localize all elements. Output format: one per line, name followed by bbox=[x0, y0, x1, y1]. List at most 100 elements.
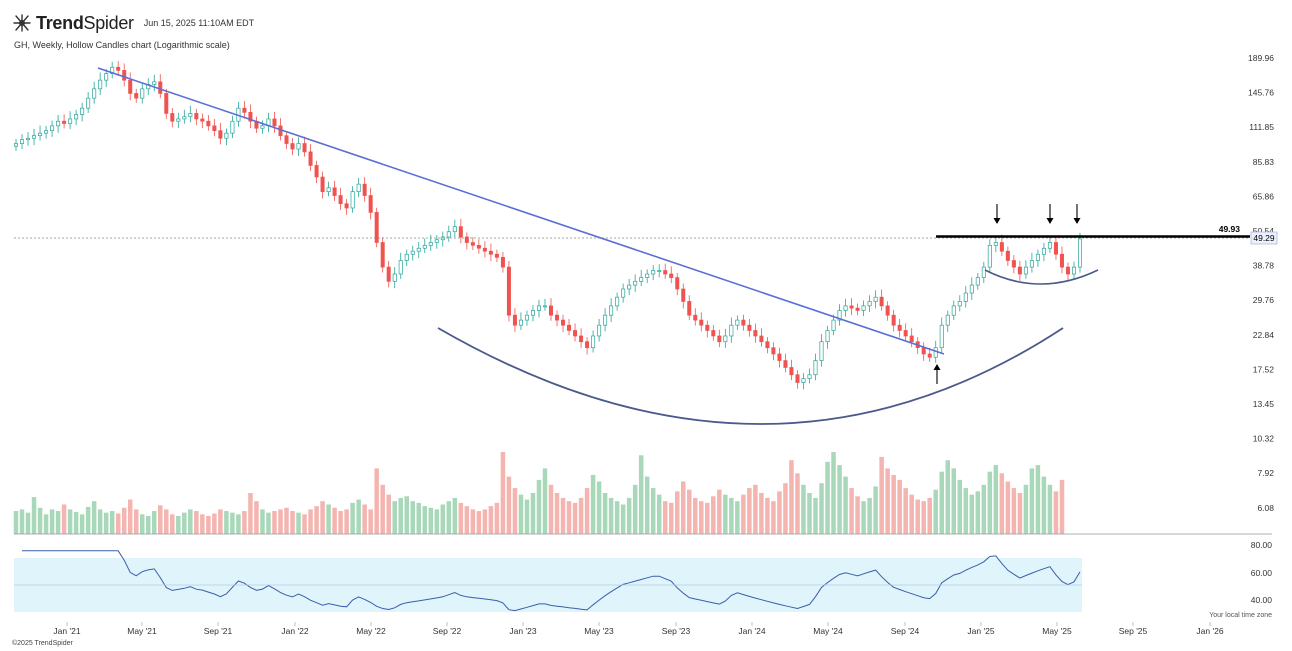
volume-bar bbox=[705, 502, 710, 534]
rsi-tick-label: 60.00 bbox=[1251, 568, 1273, 578]
volume-bar bbox=[650, 488, 656, 534]
candle bbox=[266, 112, 271, 133]
volume-bar bbox=[699, 501, 704, 534]
volume-bar bbox=[73, 511, 79, 534]
down-arrow-icon bbox=[1046, 204, 1054, 224]
candle bbox=[290, 138, 295, 156]
candle bbox=[699, 312, 704, 332]
candle bbox=[254, 116, 259, 134]
volume-bar bbox=[981, 484, 987, 534]
candle bbox=[945, 310, 950, 333]
volume-bar bbox=[1041, 476, 1047, 534]
candle bbox=[158, 74, 163, 99]
volume-bar bbox=[590, 474, 596, 534]
candle bbox=[825, 325, 830, 349]
volume-bar bbox=[200, 514, 205, 534]
candle bbox=[248, 104, 253, 129]
time-tick-label: Sep '22 bbox=[433, 626, 462, 636]
volume-bar bbox=[951, 468, 957, 534]
candle bbox=[326, 181, 331, 197]
time-tick-label: Sep '25 bbox=[1119, 626, 1148, 636]
last-price-label: 49.29 bbox=[1253, 233, 1275, 243]
volume-bar bbox=[638, 455, 644, 534]
volume-bar bbox=[380, 484, 385, 534]
volume-bar bbox=[891, 474, 896, 534]
candle bbox=[729, 317, 734, 343]
candle bbox=[206, 115, 211, 131]
price-tick-label: 17.52 bbox=[1253, 364, 1275, 374]
candle bbox=[837, 304, 842, 326]
volume-bar bbox=[344, 509, 349, 534]
volume-bar bbox=[975, 491, 981, 534]
candle bbox=[711, 325, 716, 341]
price-tick-label: 10.32 bbox=[1253, 434, 1275, 444]
volume-bar bbox=[19, 509, 25, 534]
candle bbox=[386, 260, 391, 288]
candle bbox=[50, 120, 55, 137]
candle bbox=[975, 272, 980, 290]
candle bbox=[404, 249, 409, 267]
volume-bar bbox=[1053, 491, 1059, 534]
volume-bar bbox=[644, 476, 650, 534]
volume-bar bbox=[278, 509, 283, 534]
volume-bar bbox=[1029, 468, 1035, 534]
price-tick-label: 22.84 bbox=[1253, 330, 1275, 340]
volume-bar bbox=[596, 481, 602, 534]
time-tick-label: Jan '24 bbox=[738, 626, 765, 636]
volume-bar bbox=[152, 511, 157, 534]
candle bbox=[981, 261, 986, 284]
candle bbox=[170, 108, 175, 128]
candle bbox=[422, 238, 427, 254]
volume-bar bbox=[206, 515, 211, 534]
volume-bar bbox=[681, 481, 686, 534]
volume-bar bbox=[789, 460, 794, 534]
volume-bar bbox=[897, 479, 902, 534]
candle bbox=[428, 234, 433, 251]
candle bbox=[963, 286, 968, 308]
volume-bar bbox=[368, 509, 373, 534]
candle bbox=[885, 301, 890, 321]
candle bbox=[561, 314, 566, 333]
candle bbox=[128, 72, 133, 101]
volume-bar bbox=[759, 493, 764, 534]
candle bbox=[362, 177, 367, 202]
candle bbox=[308, 144, 313, 171]
volume-bar bbox=[25, 512, 31, 534]
volume-bar bbox=[957, 479, 963, 534]
volume-bar bbox=[176, 515, 181, 534]
candle bbox=[591, 330, 596, 353]
trendspider-logo-icon bbox=[13, 14, 31, 32]
candle bbox=[663, 263, 668, 279]
candle bbox=[567, 318, 572, 336]
candle bbox=[645, 269, 650, 284]
volume-bar bbox=[464, 506, 470, 534]
candle bbox=[603, 308, 608, 332]
candle bbox=[861, 300, 866, 316]
candle bbox=[398, 252, 403, 279]
candle bbox=[741, 314, 746, 331]
candle bbox=[609, 298, 614, 323]
volume-bar bbox=[356, 499, 361, 534]
volume-bar bbox=[97, 509, 103, 534]
volume-bar bbox=[771, 501, 776, 534]
candle bbox=[464, 232, 469, 250]
candle bbox=[969, 277, 974, 300]
candle bbox=[999, 234, 1004, 257]
candle bbox=[392, 267, 397, 289]
volume-bar bbox=[687, 489, 692, 534]
volume-bar bbox=[837, 465, 842, 534]
candle bbox=[68, 111, 73, 130]
candle bbox=[819, 333, 824, 367]
price-tick-label: 29.76 bbox=[1253, 295, 1275, 305]
candle bbox=[176, 112, 181, 129]
rsi-tick-label: 40.00 bbox=[1251, 595, 1273, 605]
volume-bar bbox=[867, 497, 872, 534]
candle bbox=[92, 81, 97, 104]
volume-bar bbox=[49, 509, 55, 534]
volume-bar bbox=[945, 460, 951, 534]
down-arrow-icon bbox=[993, 204, 1001, 224]
volume-bar bbox=[145, 515, 151, 534]
candle bbox=[1023, 260, 1028, 279]
volume-bar bbox=[1005, 481, 1011, 534]
